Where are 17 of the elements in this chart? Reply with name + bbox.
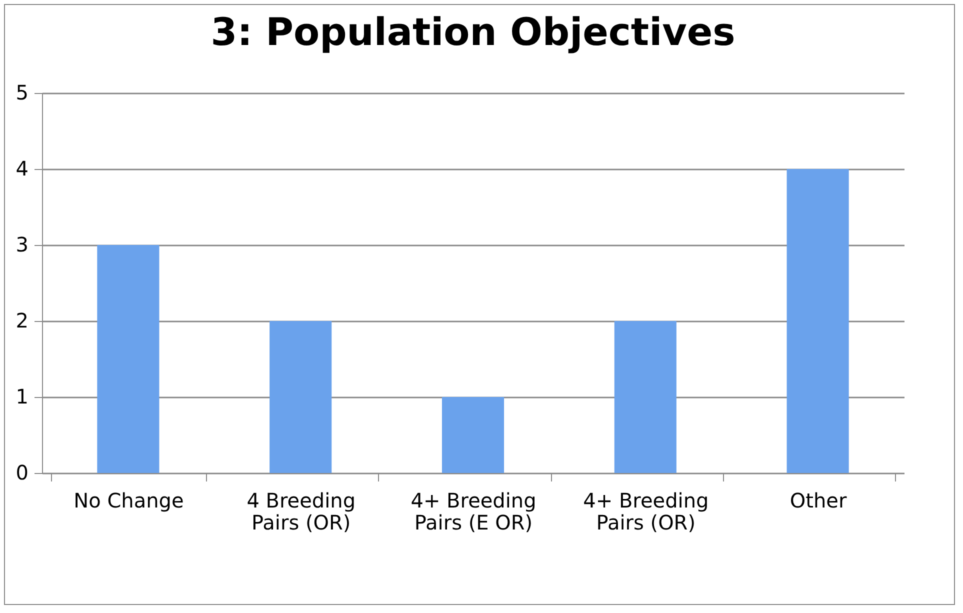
y-tick-label: 3 — [16, 232, 28, 256]
x-tick-label: 4+ Breeding Pairs (OR) — [583, 488, 709, 534]
bar — [270, 321, 332, 473]
bar — [97, 245, 160, 473]
chart-title: 3: Population Objectives — [210, 10, 736, 54]
bar — [786, 169, 849, 473]
x-tick-label: No Change — [74, 488, 184, 512]
bar — [614, 321, 676, 473]
y-tick-label: 2 — [16, 308, 28, 332]
x-tick-label: 4 Breeding Pairs (OR) — [246, 488, 356, 534]
y-tick-label: 4 — [16, 156, 28, 180]
x-tick-label: Other — [790, 488, 848, 512]
y-tick-label: 0 — [16, 460, 28, 484]
bar — [442, 397, 504, 473]
y-tick-label: 1 — [16, 384, 28, 408]
y-tick-label: 5 — [16, 80, 28, 104]
x-tick-label: 4+ Breeding Pairs (E OR) — [410, 488, 536, 534]
